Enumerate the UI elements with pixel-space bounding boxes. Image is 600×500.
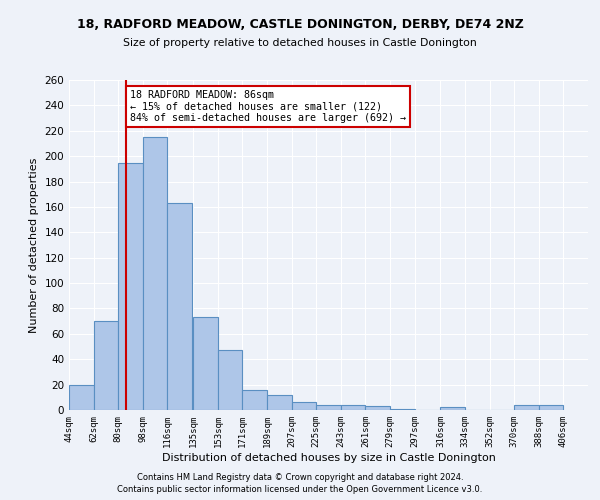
Bar bbox=[242, 390, 267, 410]
Text: Contains public sector information licensed under the Open Government Licence v3: Contains public sector information licen… bbox=[118, 485, 482, 494]
Bar bbox=[218, 350, 242, 410]
Bar bbox=[292, 402, 316, 410]
Bar bbox=[514, 405, 539, 410]
Bar bbox=[118, 162, 143, 410]
Bar bbox=[193, 318, 218, 410]
Bar bbox=[341, 405, 365, 410]
Text: Size of property relative to detached houses in Castle Donington: Size of property relative to detached ho… bbox=[123, 38, 477, 48]
Bar bbox=[390, 408, 415, 410]
Bar bbox=[94, 321, 118, 410]
Text: 18 RADFORD MEADOW: 86sqm
← 15% of detached houses are smaller (122)
84% of semi-: 18 RADFORD MEADOW: 86sqm ← 15% of detach… bbox=[130, 90, 406, 124]
X-axis label: Distribution of detached houses by size in Castle Donington: Distribution of detached houses by size … bbox=[161, 452, 496, 462]
Bar bbox=[316, 405, 341, 410]
Text: Contains HM Land Registry data © Crown copyright and database right 2024.: Contains HM Land Registry data © Crown c… bbox=[137, 472, 463, 482]
Bar bbox=[143, 137, 167, 410]
Bar bbox=[69, 384, 94, 410]
Text: 18, RADFORD MEADOW, CASTLE DONINGTON, DERBY, DE74 2NZ: 18, RADFORD MEADOW, CASTLE DONINGTON, DE… bbox=[77, 18, 523, 30]
Bar bbox=[365, 406, 390, 410]
Y-axis label: Number of detached properties: Number of detached properties bbox=[29, 158, 39, 332]
Bar bbox=[539, 405, 563, 410]
Bar bbox=[440, 408, 465, 410]
Bar bbox=[167, 203, 192, 410]
Bar bbox=[267, 395, 292, 410]
